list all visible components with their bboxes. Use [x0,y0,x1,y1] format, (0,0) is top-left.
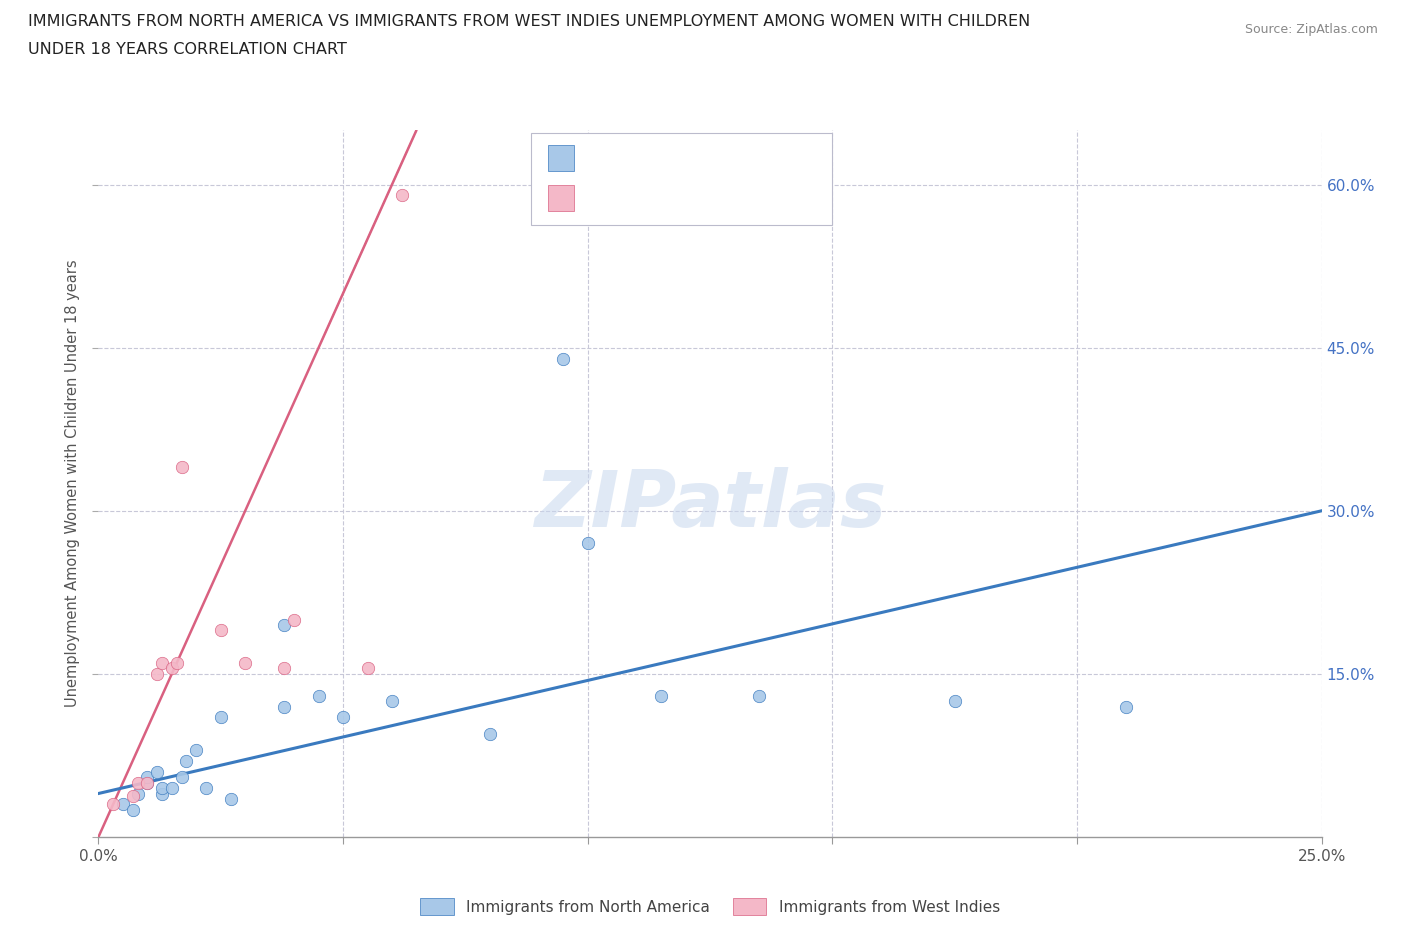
Point [160,661,183,676]
Text: UNDER 18 YEARS CORRELATION CHART: UNDER 18 YEARS CORRELATION CHART [28,42,347,57]
Point [136,770,159,785]
Text: 0.771: 0.771 [627,189,683,206]
Point [650,688,672,703]
Point [748,688,770,703]
Point [308,688,330,703]
Point [1115,699,1137,714]
Point [186,742,208,757]
Point [381,694,404,709]
Text: N =: N = [689,149,741,166]
Point [233,656,256,671]
Text: 25: 25 [737,149,762,166]
Point [150,656,173,671]
Point [553,352,575,366]
Point [219,791,242,806]
Point [332,710,354,724]
Point [209,623,232,638]
Point [160,780,183,795]
Point [273,699,295,714]
Point [121,803,143,817]
Point [283,612,305,627]
Point [478,726,501,741]
Y-axis label: Unemployment Among Women with Children Under 18 years: Unemployment Among Women with Children U… [65,259,80,708]
Point [195,780,218,795]
Point [391,188,413,203]
Text: 15: 15 [737,189,762,206]
Point [273,618,295,632]
Point [150,786,173,801]
Point [170,459,193,474]
Point [121,789,143,804]
Point [273,661,295,676]
Point [127,776,149,790]
Point [146,764,169,779]
Point [356,661,378,676]
Text: R =: R = [588,149,627,166]
Text: IMMIGRANTS FROM NORTH AMERICA VS IMMIGRANTS FROM WEST INDIES UNEMPLOYMENT AMONG : IMMIGRANTS FROM NORTH AMERICA VS IMMIGRA… [28,14,1031,29]
Point [150,780,173,795]
Point [176,753,198,768]
Point [170,770,193,785]
Point [166,656,188,671]
Text: ZIPatlas: ZIPatlas [534,467,886,543]
Point [127,786,149,801]
Point [111,797,134,812]
Text: R =: R = [588,189,627,206]
Point [136,776,159,790]
Point [101,797,124,812]
Legend: Immigrants from North America, Immigrants from West Indies: Immigrants from North America, Immigrant… [413,893,1007,922]
Point [209,710,232,724]
Point [943,694,966,709]
Point [576,536,599,551]
Point [136,776,159,790]
Text: 0.493: 0.493 [627,149,683,166]
Point [146,667,169,682]
Text: Source: ZipAtlas.com: Source: ZipAtlas.com [1244,23,1378,36]
Text: N =: N = [689,189,741,206]
